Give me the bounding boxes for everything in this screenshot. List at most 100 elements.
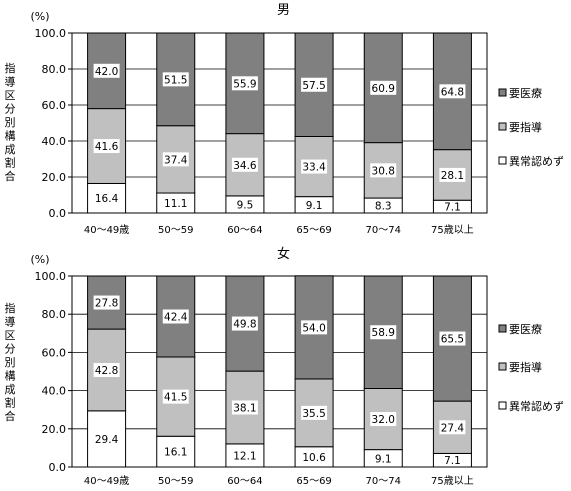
legend-label: 異常認めず <box>509 399 564 413</box>
data-label-background <box>439 420 466 435</box>
legend-swatch <box>498 88 507 97</box>
x-tick-label: 75歳以上 <box>431 475 474 487</box>
y-tick-label: 0.0 <box>49 207 67 220</box>
legend-swatch <box>498 362 507 371</box>
data-label: 9.1 <box>375 453 392 465</box>
legend-label: 要医療 <box>509 86 542 100</box>
data-label: 35.5 <box>302 408 325 420</box>
y-axis-label: 指導区分別構成割合 <box>5 61 16 183</box>
data-label-background <box>93 63 120 78</box>
data-label-background <box>231 157 258 172</box>
data-label-background <box>301 320 328 335</box>
x-tick-label: 40～49歳 <box>84 224 129 236</box>
data-label: 38.1 <box>233 403 256 415</box>
data-label: 16.1 <box>164 447 187 459</box>
data-label: 7.1 <box>444 455 461 467</box>
data-label: 58.9 <box>372 327 395 339</box>
chart-title: 女 <box>277 246 290 262</box>
data-label: 42.4 <box>164 311 188 323</box>
x-tick-label: 50～59 <box>158 225 193 236</box>
x-tick-label: 70～74 <box>366 476 401 487</box>
y-tick-label: 0.0 <box>49 461 67 474</box>
data-label-background <box>301 77 328 92</box>
data-label-background <box>93 139 120 154</box>
data-label: 27.8 <box>95 298 118 310</box>
data-label: 55.9 <box>233 78 256 90</box>
x-tick-label: 70～74 <box>366 225 401 236</box>
y-axis-label: 指導区分別構成割合 <box>5 301 16 423</box>
data-label: 42.8 <box>95 365 118 377</box>
data-label-background <box>93 362 120 377</box>
plot-area <box>71 32 488 214</box>
y-tick-label: 80.0 <box>42 308 67 321</box>
data-label: 54.0 <box>302 322 325 334</box>
x-tick-label: 40～49歳 <box>84 475 129 487</box>
legend-swatch <box>498 122 507 131</box>
data-label: 27.4 <box>441 422 465 434</box>
data-label: 64.8 <box>441 86 464 98</box>
chart-title: 男 <box>277 3 290 18</box>
data-label: 41.5 <box>164 392 187 404</box>
data-label-background <box>439 167 466 182</box>
data-label-background <box>231 316 258 331</box>
data-label: 7.1 <box>444 202 461 214</box>
data-label-background <box>162 72 189 87</box>
y-tick-label: 100.0 <box>35 270 67 283</box>
data-label: 41.6 <box>95 141 119 153</box>
legend-swatch <box>498 324 507 333</box>
data-label: 10.6 <box>302 452 326 464</box>
y-tick-label: 40.0 <box>42 135 67 148</box>
y-tick-label: 20.0 <box>42 423 67 436</box>
chart-panel-1: 男 (%) 指導区分別構成割合 0.0 20.0 40.0 60.0 80.0 100.0 16.… <box>5 3 565 236</box>
y-tick-label: 80.0 <box>42 63 67 76</box>
data-label-background <box>162 389 189 404</box>
x-tick-label: 65～69 <box>296 225 331 236</box>
data-label-background <box>439 331 466 346</box>
data-label: 30.8 <box>372 165 395 177</box>
x-tick-label: 65～69 <box>296 476 331 487</box>
legend-swatch <box>498 156 507 165</box>
data-label-background <box>301 159 328 174</box>
data-label: 11.1 <box>164 198 187 210</box>
data-label-background <box>370 80 397 95</box>
x-tick-label: 75歳以上 <box>431 224 474 236</box>
data-label: 57.5 <box>302 80 325 92</box>
legend-swatch <box>498 401 507 410</box>
data-label-background <box>370 325 397 340</box>
data-label: 37.4 <box>164 154 188 166</box>
data-label: 29.4 <box>95 434 119 446</box>
legend-label: 要指導 <box>509 120 542 134</box>
data-label: 32.0 <box>372 414 395 426</box>
data-label: 28.1 <box>441 170 464 182</box>
y-tick-label: 20.0 <box>42 171 67 184</box>
legend-label: 異常認めず <box>509 154 564 168</box>
y-tick-label: 60.0 <box>42 346 67 359</box>
data-label-background <box>301 405 328 420</box>
data-label: 65.5 <box>441 334 464 346</box>
y-unit-label: (%) <box>30 253 49 266</box>
data-label-background <box>162 309 189 324</box>
plot-area <box>71 275 488 468</box>
data-label: 12.1 <box>233 450 256 462</box>
legend-label: 要医療 <box>509 322 542 336</box>
y-tick-label: 60.0 <box>42 99 67 112</box>
bar-segment <box>87 410 127 468</box>
data-label: 8.3 <box>375 201 392 213</box>
data-label: 16.4 <box>95 193 119 205</box>
data-label: 42.0 <box>95 66 118 78</box>
data-label: 60.9 <box>372 83 395 95</box>
data-label: 49.8 <box>233 319 256 331</box>
x-tick-label: 60～64 <box>227 476 262 487</box>
x-tick-label: 60～64 <box>227 225 262 236</box>
data-label-background <box>370 163 397 178</box>
data-label: 33.4 <box>302 162 326 174</box>
data-label-background <box>231 400 258 415</box>
data-label: 51.5 <box>164 74 187 86</box>
x-tick-label: 50～59 <box>158 476 193 487</box>
y-tick-label: 100.0 <box>35 27 67 40</box>
data-label-background <box>439 84 466 99</box>
y-tick-label: 40.0 <box>42 385 67 398</box>
data-label-background <box>93 295 120 310</box>
data-label-background <box>162 152 189 167</box>
